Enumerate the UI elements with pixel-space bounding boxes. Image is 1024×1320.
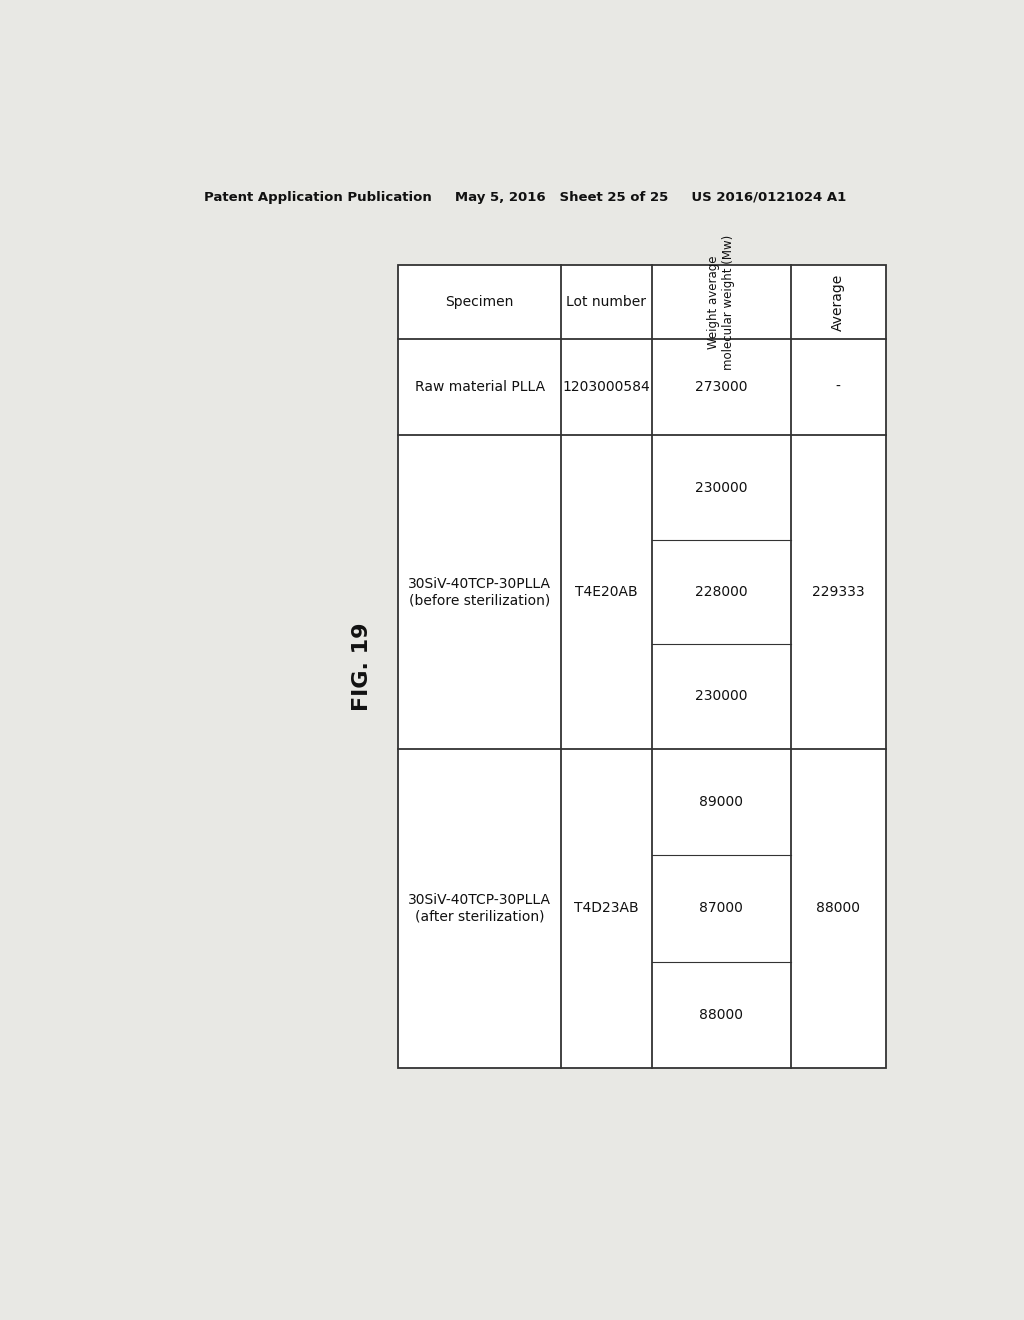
Text: Lot number: Lot number [566,296,646,309]
Text: Specimen: Specimen [445,296,514,309]
Text: 88000: 88000 [699,1007,743,1022]
Text: 30SiV-40TCP-30PLLA
(before sterilization): 30SiV-40TCP-30PLLA (before sterilization… [409,577,551,607]
Text: 1203000584: 1203000584 [562,380,650,395]
Text: 30SiV-40TCP-30PLLA
(after sterilization): 30SiV-40TCP-30PLLA (after sterilization) [409,894,551,924]
Text: FIG. 19: FIG. 19 [352,622,372,711]
Text: 230000: 230000 [695,689,748,704]
Text: Raw material PLLA: Raw material PLLA [415,380,545,395]
Bar [397,265,886,1068]
Text: 230000: 230000 [695,480,748,495]
Bar [397,265,886,1068]
Text: Average: Average [831,273,845,331]
Text: 229333: 229333 [812,585,864,599]
Text: 228000: 228000 [695,585,748,599]
Text: Patent Application Publication     May 5, 2016   Sheet 25 of 25     US 2016/0121: Patent Application Publication May 5, 20… [204,190,846,203]
Text: -: - [836,380,841,395]
Text: 273000: 273000 [695,380,748,395]
Text: 89000: 89000 [699,795,743,809]
Text: 88000: 88000 [816,902,860,915]
Text: 87000: 87000 [699,902,743,915]
Text: T4D23AB: T4D23AB [574,902,639,915]
Text: Weight average
molecular weight (Mw): Weight average molecular weight (Mw) [708,235,735,370]
Text: T4E20AB: T4E20AB [575,585,638,599]
